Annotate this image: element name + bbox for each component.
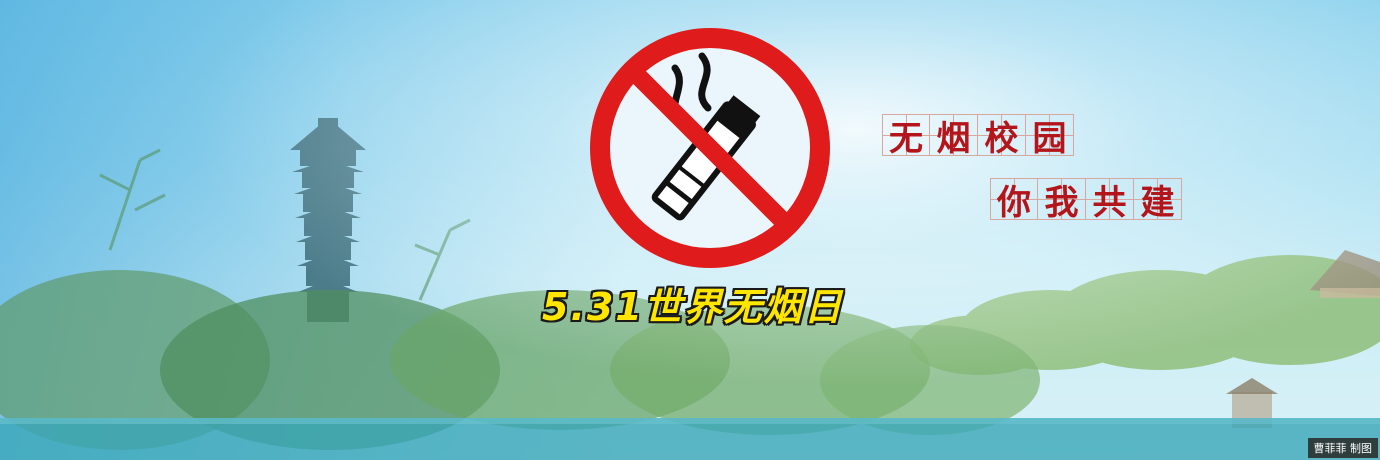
slogan-char: 共 [1086,178,1134,223]
slogan-char: 烟 [930,114,978,159]
slogan-char: 园 [1026,114,1074,159]
slogan-char-text: 共 [1092,182,1127,223]
slogan-char-text: 建 [1140,182,1175,223]
image-credit: 曹菲菲 制图 [1307,438,1378,458]
slogan-char: 校 [978,114,1026,159]
slogan-char-text: 你 [997,182,1031,223]
no-smoking-icon [590,28,830,268]
slogan-char-text: 烟 [936,118,971,159]
slogan-char-text: 我 [1044,182,1079,223]
slogan-line-2: 你 我 共 建 [990,178,1182,223]
slogan-char: 我 [1038,178,1086,223]
slogan-line-1: 无 烟 校 园 [882,114,1074,159]
slogan-char: 你 [990,178,1038,223]
slogan-char: 建 [1134,178,1182,223]
slogan-char-text: 无 [889,118,923,159]
world-no-tobacco-day-caption: 5.31世界无烟日 [542,285,844,329]
slogan-char-text: 园 [1032,118,1067,159]
slogan-char-text: 校 [984,118,1019,159]
slogan-char: 无 [882,114,930,159]
